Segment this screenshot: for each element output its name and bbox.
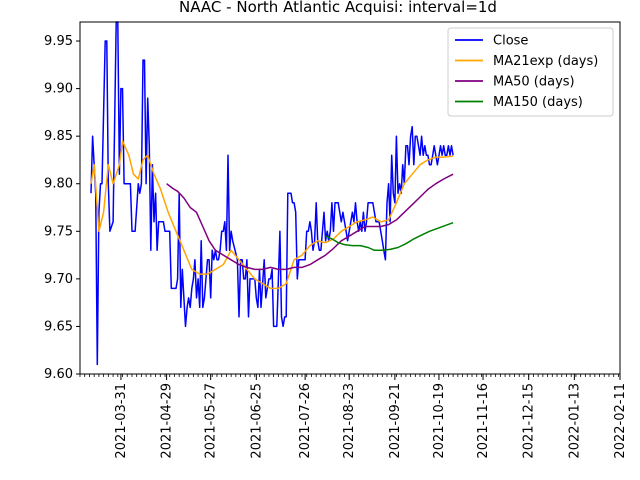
y-tick-label-2: 9.70	[44, 272, 73, 287]
plot-frame	[79, 21, 621, 375]
x-axis: 2021-03-31 2021-04-29 2021-05-27 2021-06-25…	[79, 374, 628, 459]
x-tick-label-7: 2021-10-19	[432, 383, 447, 459]
y-tick-label-0: 9.60	[44, 367, 73, 382]
series-line-2	[166, 173, 454, 271]
y-axis: 9.60 9.65 9.70 9.75 9.80 9.85 9.90 9.95	[44, 34, 80, 382]
legend-box	[447, 27, 614, 117]
y-tick-label-1: 9.65	[44, 319, 73, 334]
x-tick-label-0: 2021-03-31	[114, 383, 129, 459]
series-line-1	[90, 140, 454, 290]
legend-label-2: MA50 (days)	[493, 75, 575, 90]
y-tick-label-6: 9.90	[44, 82, 73, 97]
series-lines	[90, 21, 454, 366]
x-tick-label-4: 2021-07-26	[298, 383, 313, 459]
y-tick-label-7: 9.95	[44, 34, 73, 49]
y-tick-label-5: 9.85	[44, 129, 73, 144]
series-line-3	[325, 221, 454, 252]
x-tick-label-8: 2021-11-16	[476, 383, 491, 459]
chart-title: NAAC - North Atlantic Acquisi: interval=…	[179, 0, 497, 16]
y-tick-label-4: 9.80	[44, 177, 73, 192]
legend-label-3: MA150 (days)	[493, 95, 583, 110]
x-tick-label-10: 2022-01-13	[567, 383, 582, 459]
series-line-0	[90, 21, 454, 366]
x-tick-label-2: 2021-05-27	[204, 383, 219, 459]
legend-label-1: MA21exp (days)	[493, 54, 598, 69]
x-tick-label-3: 2021-06-25	[249, 383, 264, 459]
legend: Close MA21exp (days) MA50 (days) MA150 (day…	[447, 27, 614, 117]
x-tick-label-5: 2021-08-23	[342, 383, 357, 459]
y-tick-label-3: 9.75	[44, 224, 73, 239]
x-tick-label-1: 2021-04-29	[160, 383, 175, 459]
x-tick-label-9: 2021-12-15	[522, 383, 537, 459]
legend-label-0: Close	[493, 34, 528, 49]
x-tick-label-11: 2022-02-11	[613, 383, 628, 459]
x-tick-label-6: 2021-09-21	[388, 383, 403, 459]
